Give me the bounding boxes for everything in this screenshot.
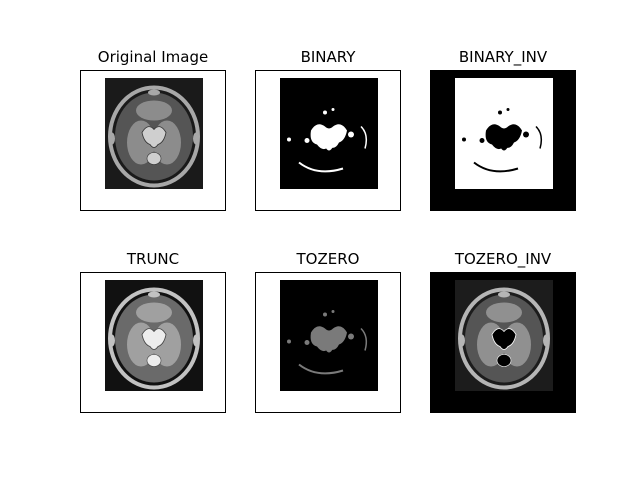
panel-title: TOZERO_INV bbox=[454, 250, 552, 268]
image-frame bbox=[80, 70, 226, 211]
image-frame bbox=[80, 272, 226, 413]
skull-arc bbox=[360, 125, 368, 149]
panel-title: BINARY bbox=[300, 48, 356, 66]
ventricle-region bbox=[325, 346, 333, 353]
panel-title: TOZERO bbox=[296, 250, 360, 268]
threshold-regions bbox=[287, 108, 368, 173]
ventricle-region bbox=[310, 326, 347, 352]
ear-left bbox=[109, 132, 115, 145]
bright-spot bbox=[331, 310, 335, 313]
ventricle-region bbox=[485, 124, 522, 150]
ventricles bbox=[491, 328, 517, 350]
nasal-bone bbox=[498, 291, 510, 298]
skull-arc bbox=[473, 161, 519, 173]
bright-spot bbox=[523, 131, 529, 138]
threshold-regions bbox=[462, 108, 543, 173]
bright-spot bbox=[462, 137, 466, 142]
panel-title: TRUNC bbox=[126, 250, 180, 268]
ear-right bbox=[193, 334, 199, 347]
bright-spot bbox=[498, 110, 502, 115]
mri-image bbox=[105, 280, 203, 391]
brainstem bbox=[146, 354, 162, 367]
bright-spot bbox=[348, 333, 354, 340]
frontal-lobe bbox=[486, 302, 522, 323]
bright-spot bbox=[323, 312, 327, 317]
ear-right bbox=[543, 334, 549, 347]
panel-title: BINARY_INV bbox=[458, 48, 548, 66]
frontal-lobe bbox=[136, 302, 172, 323]
mri-image bbox=[280, 280, 378, 391]
bright-spot bbox=[323, 110, 327, 115]
image-frame bbox=[255, 272, 401, 413]
skull-arc bbox=[360, 327, 368, 351]
ventricles bbox=[141, 126, 167, 148]
ventricle-region bbox=[310, 124, 347, 150]
ear-left bbox=[459, 334, 465, 347]
skull-arc bbox=[298, 161, 344, 173]
ventricles bbox=[141, 328, 167, 350]
mri-image bbox=[105, 78, 203, 189]
bright-spot bbox=[506, 108, 510, 111]
image-frame bbox=[430, 70, 576, 211]
skull-arc bbox=[535, 125, 543, 149]
bright-spot bbox=[348, 131, 354, 138]
skull-arc bbox=[298, 363, 344, 375]
bright-spot bbox=[331, 108, 335, 111]
bright-spot bbox=[287, 137, 291, 142]
brainstem bbox=[146, 152, 162, 165]
nasal-bone bbox=[148, 89, 160, 96]
bright-spot bbox=[287, 339, 291, 344]
mri-image bbox=[280, 78, 378, 189]
bright-spot bbox=[304, 340, 310, 345]
image-frame bbox=[430, 272, 576, 413]
ventricle-region bbox=[500, 144, 508, 151]
ear-left bbox=[109, 334, 115, 347]
image-frame bbox=[255, 70, 401, 211]
nasal-bone bbox=[148, 291, 160, 298]
bright-spot bbox=[479, 138, 485, 143]
ear-right bbox=[193, 132, 199, 145]
mri-image bbox=[455, 78, 553, 189]
threshold-regions bbox=[287, 310, 368, 375]
bright-spot bbox=[304, 138, 310, 143]
brainstem bbox=[496, 354, 512, 367]
mri-image bbox=[455, 280, 553, 391]
panel-title: Original Image bbox=[97, 48, 209, 66]
frontal-lobe bbox=[136, 100, 172, 121]
ventricle-region bbox=[325, 144, 333, 151]
